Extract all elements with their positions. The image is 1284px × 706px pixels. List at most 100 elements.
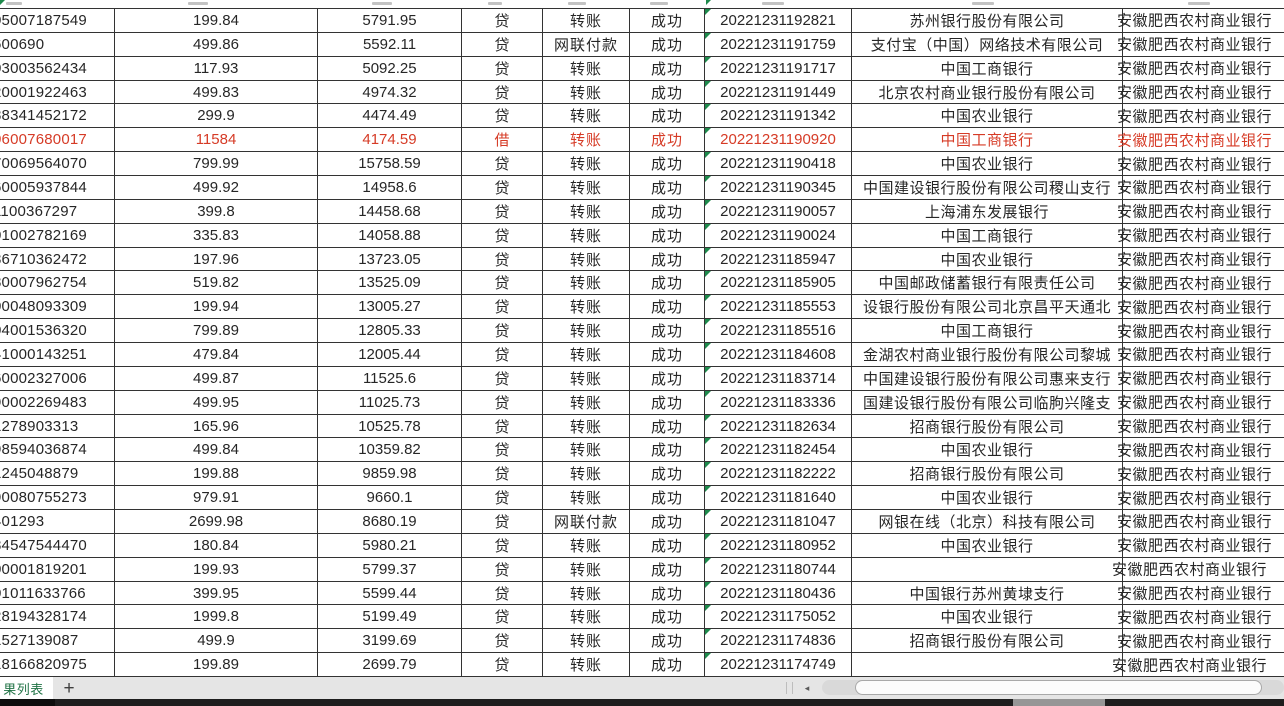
cell-txn-status[interactable]: 成功: [630, 56, 705, 80]
cell-amount[interactable]: 180.84: [115, 533, 318, 557]
cell-account-id[interactable]: 01011633766: [0, 581, 115, 605]
cell-amount[interactable]: 1999.8: [115, 605, 318, 629]
cell-org-bank[interactable]: 安徽肥西农村商业银行: [1117, 152, 1284, 175]
cell-amount[interactable]: 799.89: [115, 319, 318, 343]
cell-counterparty-bank[interactable]: 中国农业银行: [852, 438, 1123, 462]
cell-org-bank[interactable]: 安徽肥西农村商业银行: [1117, 200, 1284, 223]
cell-balance[interactable]: 4174.59: [318, 128, 462, 152]
cell-txn-status[interactable]: 成功: [630, 80, 705, 104]
cell-txn-type[interactable]: 转账: [543, 581, 630, 605]
cell-timestamp[interactable]: 20221231185905: [705, 271, 852, 295]
cell-amount[interactable]: 799.99: [115, 152, 318, 176]
cell-balance[interactable]: 14958.6: [318, 176, 462, 199]
cell-counterparty-bank[interactable]: 上海浦东发展银行: [852, 199, 1123, 223]
cell-amount[interactable]: 2699.98: [115, 510, 318, 533]
cell-balance[interactable]: 5199.49: [318, 605, 462, 629]
cell-counterparty-bank[interactable]: 中国邮政储蓄银行有限责任公司: [852, 271, 1123, 295]
cell-txn-type[interactable]: 转账: [543, 295, 630, 319]
cell-counterparty-bank[interactable]: 招商银行股份有限公司: [852, 462, 1123, 486]
cell-counterparty-bank[interactable]: 招商银行股份有限公司: [852, 414, 1123, 438]
cell-debit-credit-flag[interactable]: 贷: [462, 605, 543, 629]
cell-txn-status[interactable]: 成功: [630, 533, 705, 557]
cell-account-id[interactable]: 1527139087: [0, 629, 115, 653]
cell-balance[interactable]: 13005.27: [318, 295, 462, 319]
cell-account-id[interactable]: 600690: [0, 32, 115, 56]
cell-timestamp[interactable]: 20221231191759: [705, 32, 852, 56]
sheet-tab-active[interactable]: 果列表: [0, 677, 53, 699]
cell-debit-credit-flag[interactable]: 贷: [462, 438, 543, 462]
cell-txn-type[interactable]: 转账: [543, 271, 630, 295]
cell-timestamp[interactable]: 20221231180952: [705, 533, 852, 557]
cell-debit-credit-flag[interactable]: 贷: [462, 533, 543, 557]
cell-account-id[interactable]: 20001922463: [0, 80, 115, 104]
cell-txn-type[interactable]: 转账: [543, 605, 630, 629]
cell-balance[interactable]: 5092.25: [318, 56, 462, 80]
cell-timestamp[interactable]: 20221231191342: [705, 104, 852, 128]
cell-txn-type[interactable]: 转账: [543, 390, 630, 414]
cell-org-bank[interactable]: 安徽肥西农村商业银行: [1117, 415, 1284, 438]
cell-timestamp[interactable]: 20221231190345: [705, 176, 852, 199]
cell-counterparty-bank[interactable]: 中国农业银行: [852, 486, 1123, 510]
cell-amount[interactable]: 197.96: [115, 247, 318, 271]
cell-debit-credit-flag[interactable]: 贷: [462, 319, 543, 343]
cell-txn-status[interactable]: 成功: [630, 104, 705, 128]
cell-org-bank[interactable]: 安徽肥西农村商业银行: [1117, 534, 1284, 557]
cell-balance[interactable]: 4974.32: [318, 80, 462, 104]
cell-account-id[interactable]: 00001819201: [0, 557, 115, 581]
cell-amount[interactable]: 479.84: [115, 343, 318, 366]
cell-balance[interactable]: 13723.05: [318, 247, 462, 271]
cell-debit-credit-flag[interactable]: 贷: [462, 581, 543, 605]
cell-txn-status[interactable]: 成功: [630, 366, 705, 390]
cell-org-bank[interactable]: 安徽肥西农村商业银行: [1117, 248, 1284, 271]
cell-balance[interactable]: 4474.49: [318, 104, 462, 128]
cell-org-bank[interactable]: 安徽肥西农村商业银行: [1117, 629, 1284, 652]
cell-account-id[interactable]: 41000143251: [0, 343, 115, 366]
cell-txn-status[interactable]: 成功: [630, 343, 705, 366]
cell-txn-status[interactable]: 成功: [630, 152, 705, 176]
cell-account-id[interactable]: 28194328174: [0, 605, 115, 629]
cell-org-bank[interactable]: 安徽肥西农村商业银行: [1117, 582, 1284, 605]
horizontal-scrollbar-thumb[interactable]: [855, 680, 1262, 695]
cell-timestamp[interactable]: 20221231181047: [705, 510, 852, 533]
cell-timestamp[interactable]: 20221231175052: [705, 605, 852, 629]
cell-balance[interactable]: 12805.33: [318, 319, 462, 343]
cell-org-bank[interactable]: 安徽肥西农村商业银行: [1117, 271, 1284, 294]
cell-account-id[interactable]: 06007680017: [0, 128, 115, 152]
cell-amount[interactable]: 165.96: [115, 414, 318, 438]
cell-timestamp[interactable]: 20221231181640: [705, 486, 852, 510]
cell-debit-credit-flag[interactable]: 贷: [462, 104, 543, 128]
cell-counterparty-bank[interactable]: 中国工商银行: [852, 128, 1123, 152]
cell-org-bank[interactable]: 安徽肥西农村商业银行: [1117, 391, 1284, 414]
cell-txn-type[interactable]: 转账: [543, 533, 630, 557]
cell-account-id[interactable]: 84547544470: [0, 533, 115, 557]
cell-timestamp[interactable]: 20221231183336: [705, 390, 852, 414]
cell-txn-type[interactable]: 转账: [543, 104, 630, 128]
cell-txn-status[interactable]: 成功: [630, 510, 705, 533]
cell-txn-type[interactable]: 转账: [543, 176, 630, 199]
cell-txn-type[interactable]: 转账: [543, 366, 630, 390]
cell-org-bank[interactable]: 安徽肥西农村商业银行: [1117, 81, 1284, 104]
cell-txn-status[interactable]: 成功: [630, 414, 705, 438]
cell-counterparty-bank[interactable]: 设银行股份有限公司北京昌平天通北: [852, 295, 1123, 319]
cell-debit-credit-flag[interactable]: 贷: [462, 56, 543, 80]
cell-account-id[interactable]: 60002327006: [0, 366, 115, 390]
cell-account-id[interactable]: 401293: [0, 510, 115, 533]
cell-balance[interactable]: 9859.98: [318, 462, 462, 486]
cell-txn-status[interactable]: 成功: [630, 271, 705, 295]
cell-txn-type[interactable]: 网联付款: [543, 32, 630, 56]
cell-debit-credit-flag[interactable]: 贷: [462, 271, 543, 295]
cell-amount[interactable]: 11584: [115, 128, 318, 152]
cell-counterparty-bank[interactable]: 支付宝（中国）网络技术有限公司: [852, 32, 1123, 56]
cell-org-bank[interactable]: 安徽肥西农村商业银行: [1117, 57, 1284, 80]
cell-account-id[interactable]: 60005937844: [0, 176, 115, 199]
cell-timestamp[interactable]: 20221231184608: [705, 343, 852, 366]
cell-amount[interactable]: 199.84: [115, 9, 318, 32]
cell-org-bank[interactable]: 安徽肥西农村商业银行: [1112, 653, 1284, 676]
cell-debit-credit-flag[interactable]: 贷: [462, 390, 543, 414]
cell-amount[interactable]: 499.86: [115, 32, 318, 56]
cell-txn-status[interactable]: 成功: [630, 247, 705, 271]
cell-amount[interactable]: 117.93: [115, 56, 318, 80]
cell-amount[interactable]: 499.84: [115, 438, 318, 462]
horizontal-scrollbar-track[interactable]: [822, 680, 1284, 695]
cell-counterparty-bank[interactable]: 中国农业银行: [852, 152, 1123, 176]
